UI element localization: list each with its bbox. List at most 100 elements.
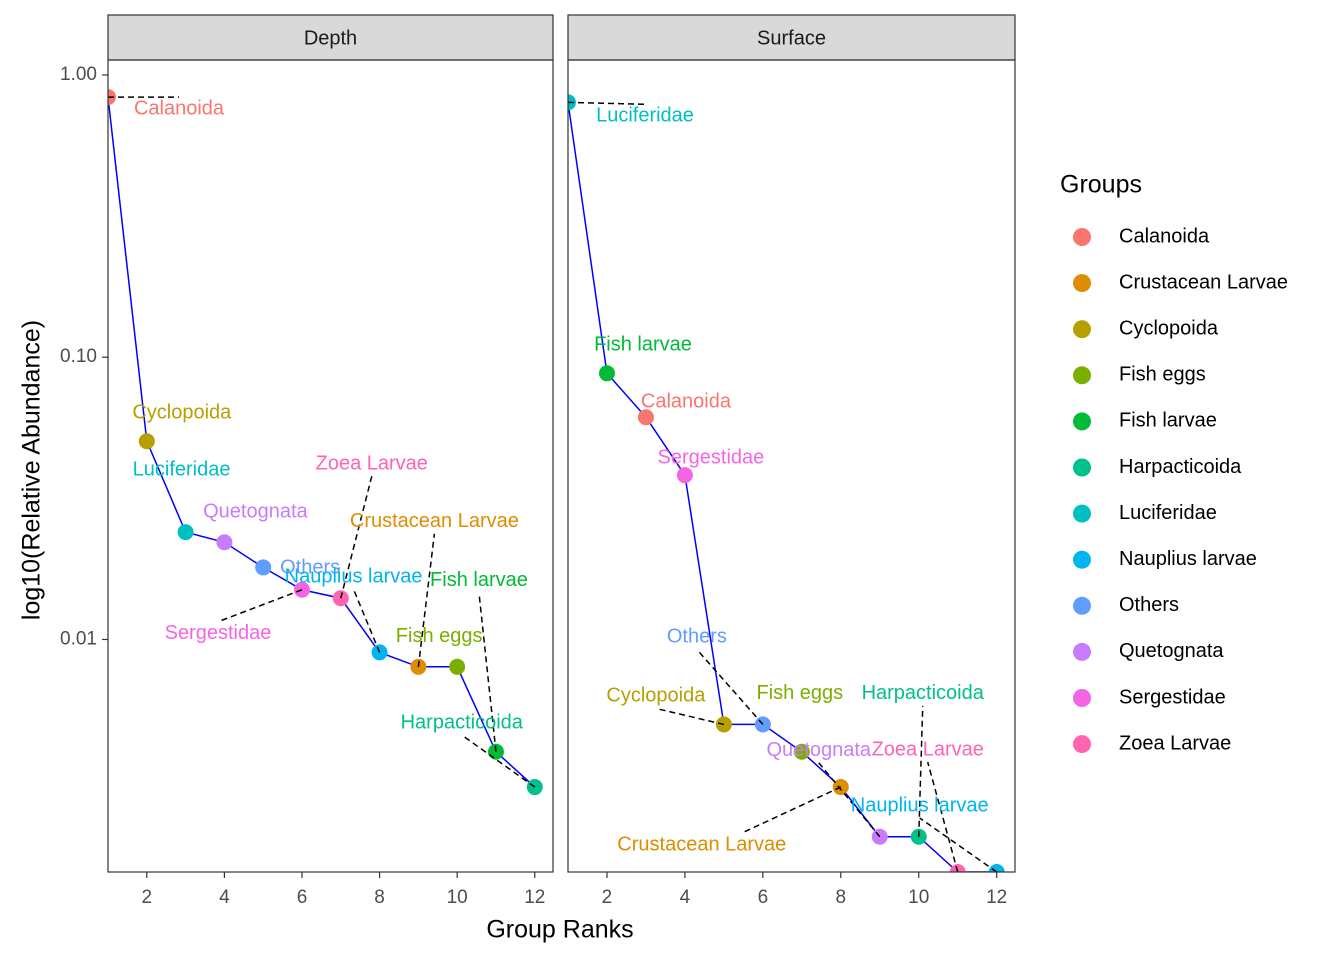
point — [598, 365, 615, 382]
legend-key — [1073, 504, 1091, 523]
point-label: Fish larvae — [430, 569, 528, 591]
strip — [107, 14, 554, 61]
legend-key — [1073, 366, 1091, 385]
rank-line — [108, 96, 536, 788]
legend-key — [1073, 412, 1091, 431]
x-tick-label: 6 — [758, 887, 769, 908]
legend-key — [1073, 274, 1091, 293]
label-segment — [340, 476, 373, 599]
point-label: Others — [280, 557, 340, 579]
x-tick-label: 12 — [524, 887, 545, 908]
legend-label: Fish larvae — [1119, 410, 1217, 432]
legend-key — [1073, 735, 1091, 754]
point-label: Nauplius larvae — [851, 794, 989, 816]
y-tick-label: 0.01 — [60, 628, 97, 649]
x-tick-label: 2 — [602, 887, 613, 908]
label-segment — [741, 786, 842, 834]
y-axis-label: log10(Relative Abundance) — [18, 320, 46, 620]
strip-title: Surface — [757, 27, 826, 49]
point-label: Nauplius larvae — [285, 566, 423, 588]
label-segment — [478, 592, 497, 752]
label-segment — [917, 705, 924, 837]
legend-label: Others — [1119, 594, 1179, 616]
x-tick-label: 10 — [908, 887, 929, 908]
label-segment — [696, 648, 764, 725]
legend-key — [1073, 642, 1091, 661]
label-segment — [461, 734, 536, 788]
rank-line — [568, 102, 997, 872]
x-tick-label: 8 — [374, 887, 385, 908]
x-tick-label: 4 — [680, 887, 691, 908]
panel-border — [567, 59, 1016, 873]
point-label: Quetognata — [203, 501, 308, 523]
point-label: Zoea Larvae — [872, 738, 984, 760]
x-tick-label: 6 — [297, 887, 308, 908]
point-label: Crustacean Larvae — [350, 510, 519, 532]
point-label: Luciferidae — [133, 458, 231, 480]
point — [255, 559, 272, 576]
point-label: Harpacticoida — [401, 711, 524, 733]
y-tick-label: 0.10 — [60, 346, 97, 367]
legend-label: Cyclopoida — [1119, 317, 1219, 339]
point — [138, 433, 155, 450]
legend-label: Luciferidae — [1119, 502, 1217, 524]
legend-key — [1073, 689, 1091, 707]
legend-label: Zoea Larvae — [1119, 732, 1231, 754]
legend-title: Groups — [1060, 171, 1142, 199]
point — [449, 658, 466, 675]
point — [216, 534, 233, 551]
legend-key — [1073, 320, 1091, 339]
x-tick-label: 8 — [836, 887, 847, 908]
label-segment — [655, 707, 725, 726]
legend-key — [1073, 550, 1091, 569]
point-label: Sergestidae — [658, 446, 765, 468]
point-label: Fish eggs — [756, 682, 843, 704]
legend-label: Nauplius larvae — [1119, 548, 1257, 570]
legend-label: Quetognata — [1119, 640, 1224, 662]
label-segment — [352, 589, 381, 653]
point-label: Fish eggs — [396, 625, 483, 647]
legend-label: Crustacean Larvae — [1119, 271, 1288, 293]
strip — [567, 14, 1016, 61]
point-label: Fish larvae — [594, 334, 692, 356]
point-label: Zoea Larvae — [316, 452, 428, 474]
point — [949, 864, 966, 872]
point-label: Sergestidae — [165, 622, 272, 644]
point-label: Harpacticoida — [862, 682, 985, 704]
legend-key — [1073, 228, 1091, 246]
point-label: Cyclopoida — [132, 401, 232, 423]
point — [637, 409, 654, 426]
x-tick-label: 10 — [447, 887, 468, 908]
legend-label: Harpacticoida — [1119, 456, 1242, 478]
point-label: Calanoida — [134, 97, 225, 119]
point-label: Cyclopoida — [606, 685, 706, 707]
point-label: Others — [667, 626, 727, 648]
x-tick-label: 12 — [986, 887, 1007, 908]
x-axis-label: Group Ranks — [486, 916, 633, 944]
point — [793, 743, 810, 760]
label-segment — [417, 533, 436, 667]
point — [676, 467, 693, 484]
point-label: Luciferidae — [596, 105, 694, 127]
point-label: Crustacean Larvae — [617, 833, 786, 855]
panel-data — [108, 89, 543, 796]
x-tick-label: 4 — [219, 887, 230, 908]
y-tick-label: 1.00 — [60, 64, 97, 85]
label-segment — [567, 101, 646, 106]
panel-border — [107, 59, 554, 873]
legend-label: Calanoida — [1119, 225, 1210, 247]
label-segment — [919, 817, 998, 873]
panel-data — [568, 94, 1005, 872]
point-label: Quetognata — [767, 739, 872, 761]
point-label: Calanoida — [641, 390, 732, 412]
legend-label: Sergestidae — [1119, 686, 1226, 708]
legend-key — [1073, 458, 1091, 477]
point — [177, 524, 194, 541]
label-segment — [217, 589, 303, 623]
legend-key — [1073, 596, 1091, 615]
label-segment — [926, 761, 959, 873]
x-tick-label: 2 — [142, 887, 153, 908]
label-segment — [818, 762, 881, 838]
